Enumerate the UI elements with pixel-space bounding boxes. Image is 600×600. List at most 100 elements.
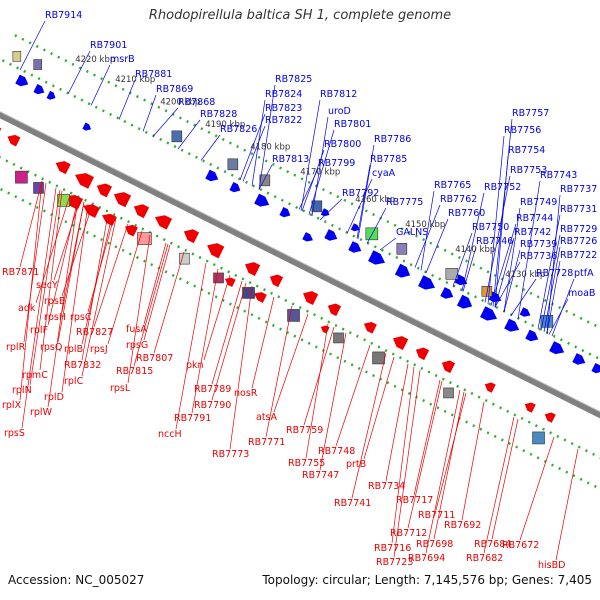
forward-gene-label: RB7823 bbox=[265, 103, 302, 114]
forward-gene-label: RB7760 bbox=[448, 208, 485, 219]
forward-gene-arrow bbox=[519, 307, 531, 317]
reverse-leader-line bbox=[19, 180, 43, 401]
forward-leader-line bbox=[298, 168, 319, 210]
backbone-layer bbox=[0, 111, 600, 419]
tick-track-3 bbox=[0, 187, 600, 491]
domain-box bbox=[171, 130, 183, 143]
kbp-tick-label: 4220 kbp bbox=[75, 55, 115, 65]
reverse-leader-line bbox=[407, 380, 443, 529]
reverse-leader-line bbox=[433, 391, 465, 540]
forward-gene-label: RB7868 bbox=[178, 97, 215, 108]
forward-gene-label: RB7743 bbox=[540, 170, 577, 181]
forward-gene-label: RB7754 bbox=[508, 145, 545, 156]
forward-gene-arrow bbox=[350, 223, 360, 232]
reverse-gene-arrow bbox=[415, 347, 430, 361]
reverse-gene-label: RB7682 bbox=[466, 553, 503, 564]
reverse-leader-line bbox=[61, 205, 93, 297]
forward-gene-label: RB7739 bbox=[520, 239, 557, 250]
genome-stats-text: Topology: circular; Length: 7,145,576 bp… bbox=[262, 573, 592, 587]
reverse-gene-label: nosR bbox=[234, 388, 258, 399]
forward-leader-line bbox=[319, 198, 343, 221]
reverse-gene-label: RB7789 bbox=[194, 384, 231, 395]
forward-leader-line bbox=[494, 261, 521, 308]
forward-leader-line bbox=[356, 164, 371, 239]
reverse-gene-arrow bbox=[113, 192, 132, 208]
reverse-gene-label: fusA bbox=[126, 324, 147, 335]
forward-gene-label: RB7914 bbox=[45, 10, 82, 21]
domain-box bbox=[179, 252, 190, 265]
forward-gene-label: RB7746 bbox=[476, 236, 513, 247]
tick-track-2 bbox=[0, 156, 600, 459]
kbp-tick-label: 4210 kbp bbox=[115, 75, 155, 85]
reverse-gene-label: rpsG bbox=[126, 340, 148, 351]
reverse-leader-line bbox=[303, 326, 335, 426]
reverse-leader-line bbox=[81, 215, 113, 345]
forward-gene-label: RB7775 bbox=[386, 197, 423, 208]
reverse-leader-line bbox=[133, 243, 169, 367]
reverse-leader-line bbox=[555, 448, 579, 561]
forward-gene-label: RB7750 bbox=[472, 222, 509, 233]
domain-box bbox=[227, 158, 239, 171]
reverse-gene-label: secY bbox=[36, 280, 58, 291]
forward-leader-line bbox=[484, 175, 511, 303]
forward-gene-arrow bbox=[205, 169, 219, 182]
reverse-gene-label: RB7692 bbox=[444, 520, 481, 531]
forward-leader-line bbox=[301, 149, 325, 212]
reverse-gene-arrow bbox=[133, 204, 150, 219]
reverse-leader-line bbox=[425, 389, 461, 554]
forward-gene-label: RB7736 bbox=[520, 251, 557, 262]
domain-box bbox=[311, 200, 323, 213]
reverse-gene-label: RB7827 bbox=[76, 327, 113, 338]
forward-leader-line bbox=[239, 113, 266, 181]
reverse-gene-arrow bbox=[183, 229, 200, 244]
reverse-gene-label: rpsQ bbox=[40, 342, 62, 353]
forward-gene-label: cyaA bbox=[372, 168, 396, 179]
reverse-leader-line bbox=[491, 418, 519, 540]
forward-gene-label: RB7828 bbox=[200, 109, 237, 120]
reverse-leader-line bbox=[319, 332, 347, 471]
reverse-leader-line bbox=[265, 305, 293, 438]
forward-leader-line bbox=[494, 155, 509, 308]
forward-gene-label: RB7825 bbox=[275, 74, 312, 85]
forward-leader-line bbox=[414, 204, 441, 268]
domain-box bbox=[396, 243, 408, 255]
forward-gene-arrow bbox=[480, 306, 498, 321]
reverse-gene-arrow bbox=[102, 213, 117, 226]
reverse-gene-label: RB7748 bbox=[318, 446, 355, 457]
reverse-leader-line bbox=[363, 356, 395, 460]
reverse-gene-label: RB7832 bbox=[64, 360, 101, 371]
reverse-gene-label: rplF bbox=[30, 325, 48, 336]
forward-gene-arrow bbox=[456, 294, 473, 309]
reverse-gene-label: RB7712 bbox=[390, 528, 427, 539]
forward-gene-label: RB7753 bbox=[510, 165, 547, 176]
reverse-leader-line bbox=[305, 323, 329, 459]
reverse-leader-line bbox=[93, 223, 129, 328]
reverse-leader-line bbox=[61, 203, 89, 393]
reverse-leader-line bbox=[483, 416, 515, 554]
forward-leader-line bbox=[462, 246, 477, 292]
forward-gene-label: RB7785 bbox=[370, 154, 407, 165]
reverse-leader-line bbox=[391, 366, 415, 544]
reverse-leader-line bbox=[191, 268, 219, 414]
kbp-tick-label: 4190 kbp bbox=[205, 120, 245, 130]
forward-gene-label: ptfA bbox=[574, 268, 594, 279]
kbp-tick-label: 4180 kbp bbox=[250, 143, 290, 153]
forward-leader-line bbox=[346, 178, 373, 234]
forward-gene-arrow bbox=[440, 287, 454, 299]
reverse-gene-arrow bbox=[55, 161, 71, 175]
forward-leader-line bbox=[487, 135, 505, 305]
forward-leader-line bbox=[540, 234, 561, 331]
reverse-leader-line bbox=[211, 280, 243, 385]
forward-gene-arrow bbox=[15, 74, 29, 87]
reverse-gene-label: RB7711 bbox=[418, 510, 455, 521]
reverse-gene-arrow bbox=[7, 134, 21, 147]
reverse-leader-line bbox=[29, 189, 61, 386]
forward-gene-label: RB7729 bbox=[560, 224, 597, 235]
reverse-leader-line bbox=[385, 363, 409, 482]
forward-gene-arrow bbox=[572, 353, 586, 365]
forward-gene-label: RB7826 bbox=[220, 124, 257, 135]
reverse-gene-label: RB7717 bbox=[396, 495, 433, 506]
forward-gene-label: RB7869 bbox=[156, 84, 193, 95]
